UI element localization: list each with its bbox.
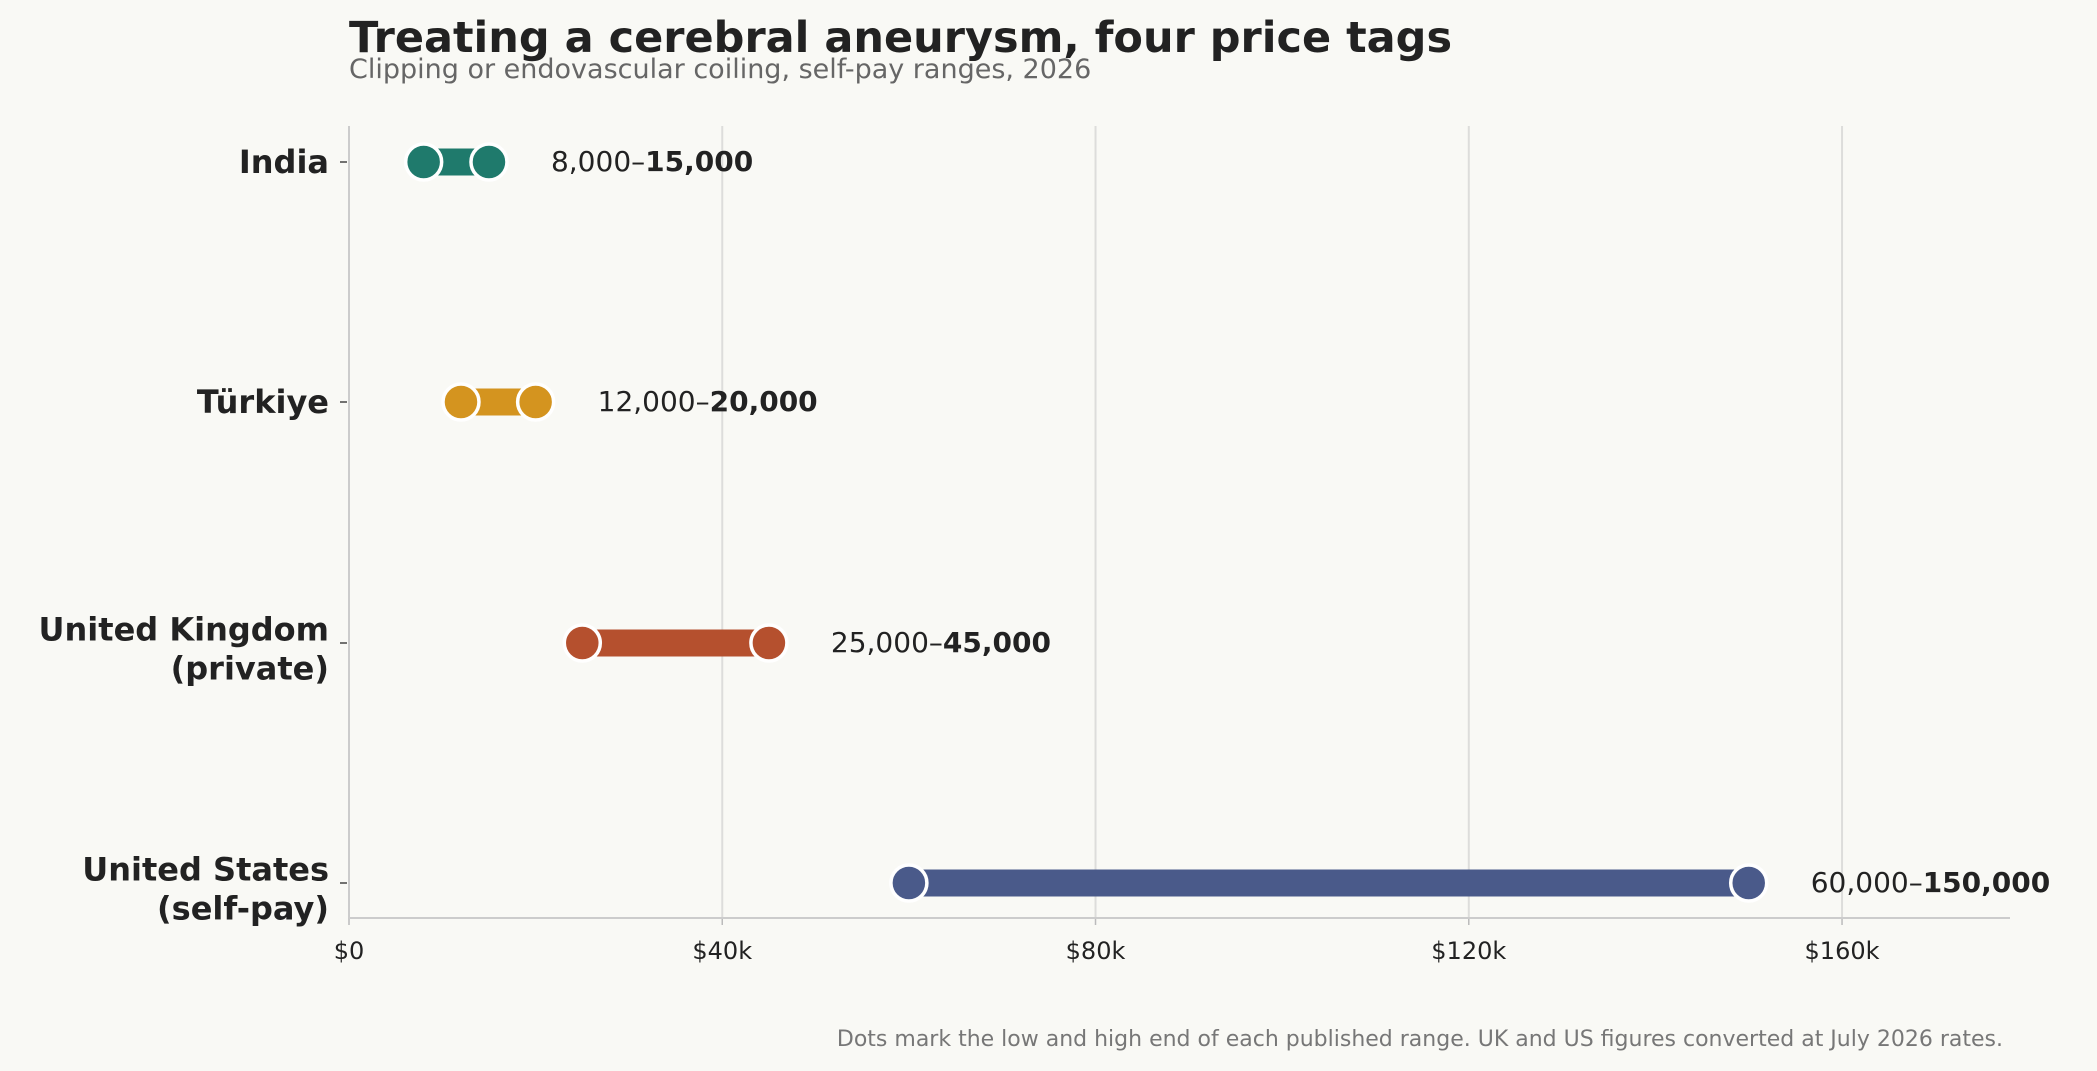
range-low-value: 8,000–: [551, 145, 645, 178]
x-tick-label: $160k: [1805, 937, 1880, 965]
high-dot: [1728, 863, 1769, 903]
range-low-value: 60,000–: [1811, 866, 1923, 899]
category-label: United States: [82, 851, 329, 889]
range-high-value: 15,000: [645, 145, 753, 178]
category-label: India: [239, 143, 329, 181]
low-dot: [403, 142, 444, 182]
gridlines: [721, 126, 1844, 918]
category-label: Türkiye: [197, 383, 329, 421]
dumbbell-row: United States(self-pay) 60,000–150,000: [82, 851, 2050, 928]
dumbbell-row: United Kingdom(private) 25,000–45,000: [39, 611, 1051, 688]
low-dot: [441, 382, 481, 422]
category-label: (self-pay): [157, 890, 329, 928]
axes: $0 $40k $80k $120k $160k: [334, 126, 2010, 965]
range-high-value: 150,000: [1923, 866, 2051, 899]
range-high-value: 20,000: [710, 385, 818, 418]
x-tick-label: $80k: [1066, 937, 1126, 965]
data-marks: India 8,000–15,000 Türkiye 12,000–20,000 Uni…: [39, 142, 2050, 928]
range-low-value: 12,000–: [598, 385, 710, 418]
high-dot: [469, 142, 509, 182]
high-dot: [515, 382, 556, 422]
x-tick-label: $40k: [692, 937, 752, 965]
range-value-label: 25,000–45,000: [831, 626, 1051, 659]
low-dot: [889, 863, 929, 903]
range-value-label: 12,000–20,000: [598, 385, 818, 418]
low-dot: [562, 623, 603, 663]
range-high-value: 45,000: [943, 626, 1051, 659]
x-tick-label: $120k: [1431, 937, 1506, 965]
range-value-label: 60,000–150,000: [1811, 866, 2051, 899]
chart-footnote: Dots mark the low and high end of each p…: [837, 1027, 2003, 1052]
high-dot: [749, 623, 789, 663]
x-tick-label: $0: [334, 937, 365, 965]
dumbbell-row: Türkiye 12,000–20,000: [197, 382, 818, 422]
category-label: (private): [171, 650, 329, 688]
range-value-label: 8,000–15,000: [551, 145, 753, 178]
dumbbell-row: India 8,000–15,000: [239, 142, 753, 182]
range-low-value: 25,000–: [831, 626, 943, 659]
category-label: United Kingdom: [39, 611, 329, 649]
chart-title: Treating a cerebral aneurysm, four price…: [349, 13, 1452, 63]
chart-subtitle: Clipping or endovascular coiling, self-p…: [349, 54, 1091, 85]
